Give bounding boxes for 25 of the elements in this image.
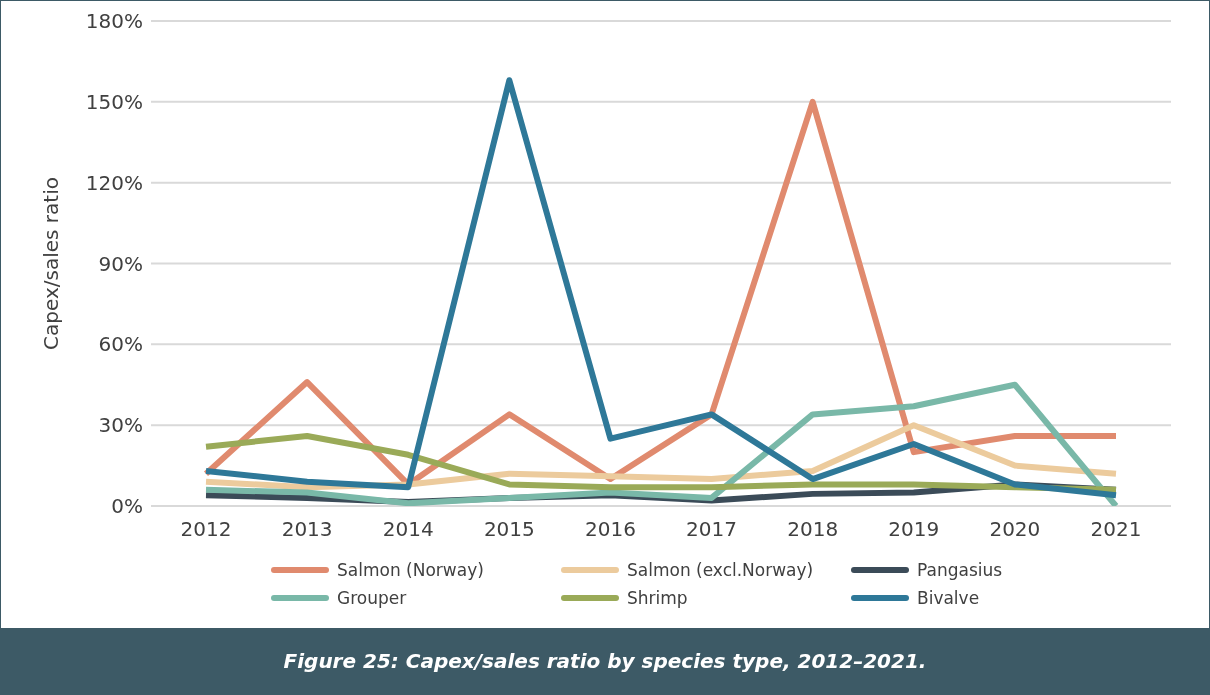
legend-label: Grouper	[337, 588, 407, 608]
x-tick-label: 2019	[888, 517, 940, 542]
y-tick-label: 90%	[98, 251, 143, 276]
y-axis-title: Capex/sales ratio	[39, 177, 64, 350]
x-tick-label: 2021	[1090, 517, 1142, 542]
y-tick-label: 180%	[85, 9, 143, 34]
y-tick-label: 120%	[85, 170, 143, 195]
legend-label: Bivalve	[917, 588, 980, 608]
y-tick-label: 60%	[98, 332, 143, 357]
x-tick-label: 2018	[787, 517, 839, 542]
caption: Figure 25: Capex/sales ratio by species type, 2012–2021.	[283, 649, 927, 673]
y-tick-label: 150%	[85, 89, 143, 114]
x-tick-label: 2017	[686, 517, 738, 542]
x-tick-label: 2012	[180, 517, 232, 542]
legend-label: Salmon (excl.Norway)	[627, 560, 814, 580]
legend-label: Salmon (Norway)	[337, 560, 484, 580]
x-tick-label: 2013	[281, 517, 333, 542]
legend-label: Shrimp	[627, 588, 688, 608]
y-tick-label: 0%	[111, 494, 143, 519]
x-tick-label: 2020	[989, 517, 1041, 542]
legend-label: Pangasius	[917, 560, 1003, 580]
x-tick-label: 2016	[584, 517, 636, 542]
x-tick-label: 2015	[483, 517, 535, 542]
y-tick-label: 30%	[98, 413, 143, 438]
x-tick-label: 2014	[382, 517, 434, 542]
